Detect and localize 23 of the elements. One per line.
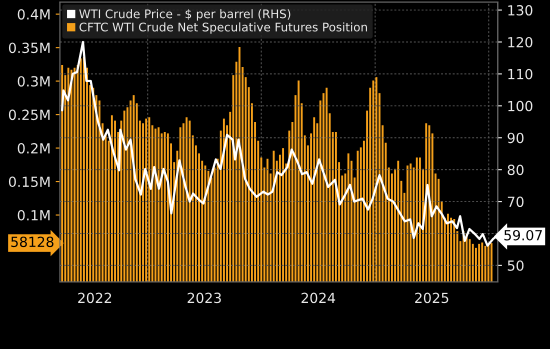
y2-tick-label: 80	[508, 164, 524, 176]
y2-tick-label: 50	[508, 260, 524, 271]
y-tick-label: 0.25M	[8, 110, 50, 120]
y-tick-label: 0.35M	[8, 42, 50, 54]
legend-label: CFTC WTI Crude Net Speculative Futures Position	[80, 22, 367, 34]
x-tick-label: 2024	[302, 292, 336, 304]
x-tick-label: 2022	[78, 292, 112, 304]
x-tick-label: 2025	[415, 292, 448, 304]
y-tick-label: 0.15M	[8, 176, 50, 188]
y2-tick-label: 90	[508, 132, 524, 144]
legend-label: WTI Crude Price - $ per barrel (RHS)	[79, 9, 290, 21]
y-tick-label: 0.1M	[18, 210, 50, 221]
y2-tick-label: 100	[508, 100, 532, 112]
text: 58128	[11, 236, 54, 248]
y-tick-label: 0.4M	[18, 9, 50, 20]
data-label: 59.07	[504, 230, 542, 240]
y-tick-label: 0.3M	[18, 76, 50, 87]
y2-tick-label: 120	[508, 36, 532, 48]
y2-tick-label: 110	[508, 68, 532, 80]
y-tick-label: 0.2M	[18, 143, 50, 154]
x-tick-label: 2023	[188, 292, 221, 304]
y2-tick-label: 130	[508, 5, 532, 16]
y2-tick-label: 70	[508, 196, 524, 208]
